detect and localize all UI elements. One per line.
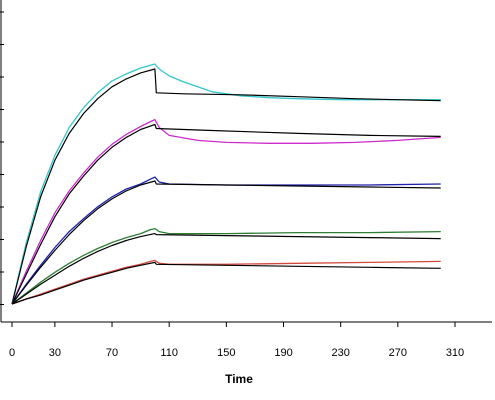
measured-line-4: [11, 176, 441, 305]
fit-line-3: [11, 123, 441, 305]
y-ticks: [0, 11, 4, 305]
x-tick-label: 70: [106, 347, 118, 359]
x-tick-label: 150: [217, 347, 235, 359]
axes: 0 30 70 110 150 190 230 270 310: [0, 0, 492, 359]
x-tick-label: 310: [446, 347, 464, 359]
x-tick-label: 0: [9, 347, 15, 359]
measured-line-2: [11, 118, 441, 305]
x-tick-label: 190: [274, 347, 292, 359]
x-tick-label: 110: [160, 347, 178, 359]
fit-line-7: [11, 233, 441, 305]
fit-line-9: [11, 261, 441, 305]
x-ticks: 0 30 70 110 150 190 230 270 310: [9, 322, 464, 359]
measured-line-0: [11, 63, 441, 305]
plot-lines: [11, 63, 441, 305]
x-tick-label: 230: [331, 347, 349, 359]
measured-line-6: [11, 227, 441, 305]
fit-line-5: [11, 180, 441, 305]
x-axis-title: Time: [225, 372, 253, 386]
x-tick-label: 270: [389, 347, 407, 359]
fit-line-1: [11, 68, 441, 305]
measured-line-8: [11, 259, 441, 305]
x-tick-label: 30: [49, 347, 61, 359]
